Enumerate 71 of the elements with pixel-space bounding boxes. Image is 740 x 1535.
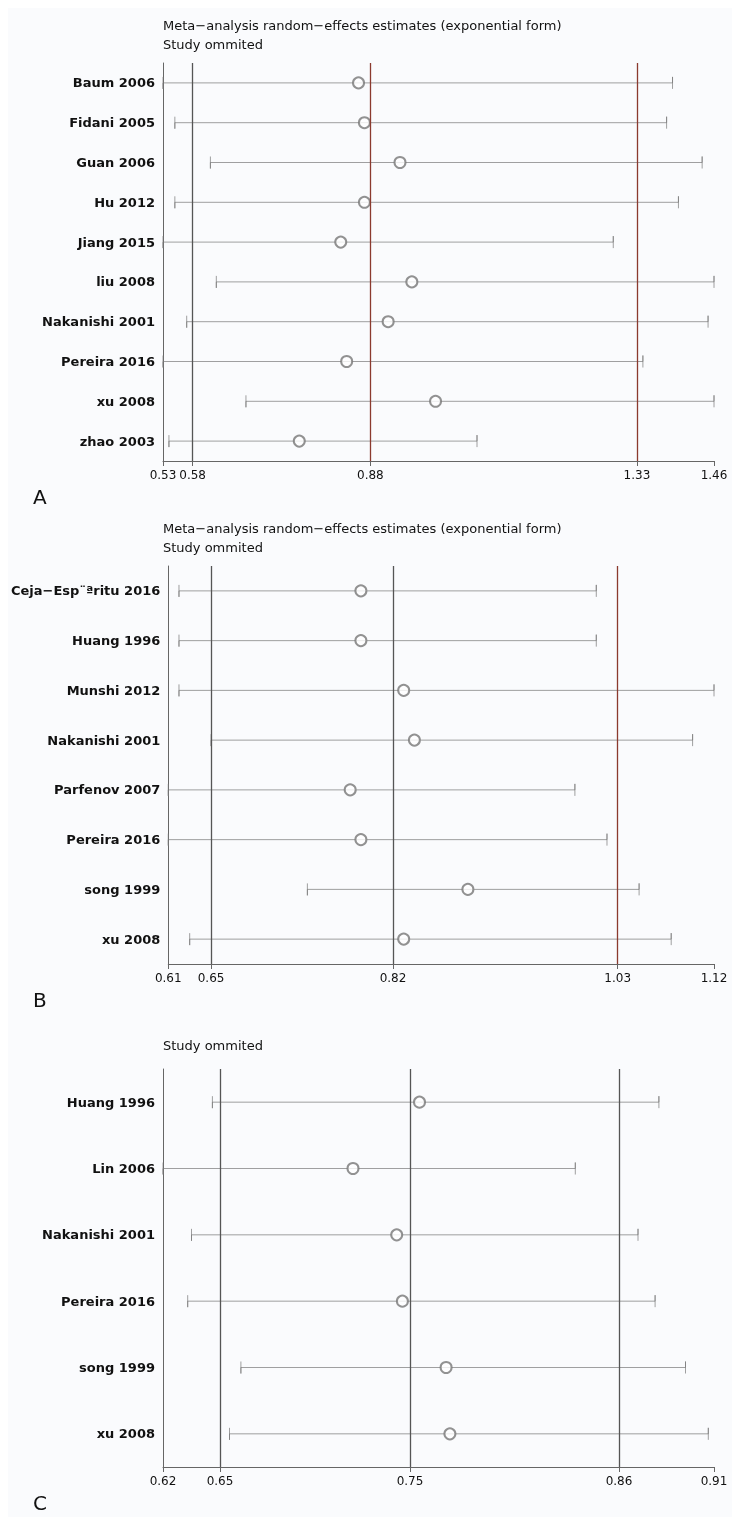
y-tick-label: Pereira 2016 <box>66 832 161 848</box>
point <box>393 156 407 169</box>
point <box>439 1361 453 1374</box>
x-tick-label: 0.62 <box>149 1474 177 1488</box>
x-tick-label: 0.65 <box>206 1474 234 1488</box>
y-tick-label: xu 2008 <box>96 393 155 409</box>
point <box>354 634 368 648</box>
y-tick-label: Hu 2012 <box>94 194 155 210</box>
text: C <box>33 1491 47 1515</box>
y-tick-label: song 1999 <box>84 881 161 897</box>
chart-subtitle: Study ommited <box>163 1038 263 1053</box>
point <box>354 584 368 598</box>
x-tick-label: 1.46 <box>700 468 728 482</box>
point <box>413 1095 426 1109</box>
x-tick-label: 1.03 <box>604 971 632 985</box>
point <box>407 733 421 747</box>
x-tick-label: 1.33 <box>623 468 651 482</box>
chart-title: Meta−analysis random−effects estimates (exponential form) <box>163 18 562 33</box>
y-tick-label: zhao 2003 <box>79 433 155 449</box>
point <box>357 116 371 130</box>
y-tick-label: Munshi 2012 <box>66 682 161 698</box>
point <box>354 833 368 847</box>
point <box>381 315 395 329</box>
y-tick-label: Pereira 2016 <box>61 354 155 369</box>
x-tick-label: 0.61 <box>154 971 182 985</box>
x-tick-label: 0.82 <box>379 971 407 985</box>
point <box>461 882 475 896</box>
text: A <box>33 485 47 509</box>
point <box>405 275 419 289</box>
point <box>390 1228 404 1242</box>
point <box>397 932 411 946</box>
y-tick-label: xu 2008 <box>101 931 161 947</box>
y-tick-label: Jiang 2015 <box>76 234 155 250</box>
y-tick-label: Parfenov 2007 <box>54 782 161 798</box>
point <box>343 783 357 797</box>
point <box>340 355 354 368</box>
point <box>357 195 371 209</box>
x-tick-label: 0.88 <box>357 468 384 482</box>
point <box>397 683 411 697</box>
x-tick-label: 0.86 <box>605 1474 633 1488</box>
x-tick-label: 0.53 <box>149 468 177 482</box>
y-tick-label: xu 2008 <box>96 1426 155 1442</box>
point <box>292 434 306 448</box>
chart-title: Meta−analysis random−effects estimates (exponential form) <box>163 521 562 536</box>
y-tick-label: Nakanishi 2001 <box>42 314 155 330</box>
y-tick-label: liu 2008 <box>96 274 155 290</box>
y-tick-label: Huang 1996 <box>66 1094 155 1110</box>
y-tick-label: Guan 2006 <box>76 155 155 170</box>
x-tick-label: 0.75 <box>396 1474 424 1488</box>
y-tick-label: Lin 2006 <box>92 1161 155 1176</box>
point <box>352 76 366 90</box>
point <box>395 1294 409 1308</box>
y-tick-label: Nakanishi 2001 <box>47 732 161 748</box>
point <box>334 235 348 249</box>
x-tick-label: 0.91 <box>700 1474 728 1488</box>
y-tick-label: Fidani 2005 <box>69 115 155 131</box>
x-tick-label: 1.12 <box>700 971 728 985</box>
chart-subtitle: Study ommited <box>163 37 263 52</box>
point <box>346 1162 360 1175</box>
y-tick-label: Huang 1996 <box>72 633 161 649</box>
y-tick-label: Baum 2006 <box>72 75 155 91</box>
x-tick-label: 0.58 <box>179 468 206 482</box>
x-tick-label: 0.65 <box>197 971 225 985</box>
y-tick-label: Nakanishi 2001 <box>42 1227 155 1243</box>
point <box>429 394 443 408</box>
y-tick-label: Pereira 2016 <box>61 1293 155 1309</box>
y-tick-label: song 1999 <box>79 1360 155 1375</box>
chart-subtitle: Study ommited <box>163 540 263 555</box>
point <box>443 1427 457 1441</box>
text: B <box>33 988 47 1012</box>
y-tick-label: Ceja−Esp¨ªritu 2016 <box>11 583 161 599</box>
